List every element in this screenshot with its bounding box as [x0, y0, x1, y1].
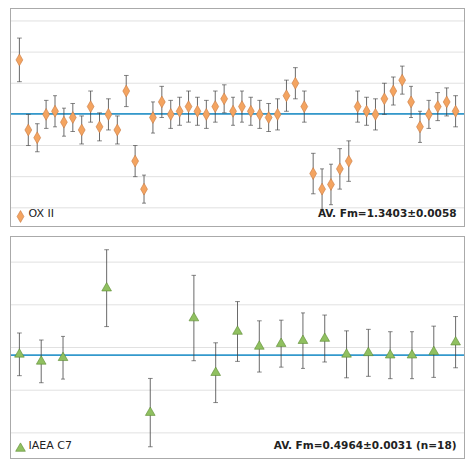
svg-text:AV. Fm=0.4964±0.0031 (n=18): AV. Fm=0.4964±0.0031 (n=18): [274, 439, 457, 451]
svg-text:IAEA C7: IAEA C7: [29, 439, 72, 452]
svg-text:AV. Fm=1.3403±0.0058: AV. Fm=1.3403±0.0058: [318, 207, 457, 219]
svg-text:OX II: OX II: [29, 207, 54, 220]
